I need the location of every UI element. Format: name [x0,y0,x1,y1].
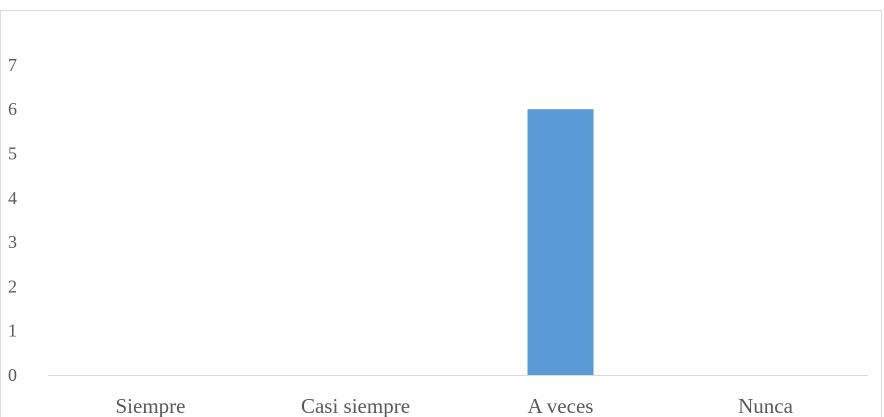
y-tick-label: 1 [8,321,17,341]
y-tick-label: 3 [8,232,17,252]
y-tick-label: 7 [8,55,17,75]
x-category-label: Siempre [116,394,186,417]
bars-group [527,109,594,375]
y-tick-label: 4 [8,188,17,208]
y-tick-label: 0 [8,365,17,385]
y-tick-label: 5 [8,144,17,164]
x-axis-labels: Siempre Casi siempre A veces Nunca [116,394,794,417]
x-category-label: Nunca [738,394,793,417]
chart-border [0,10,882,417]
y-tick-label: 2 [8,276,17,296]
x-category-label: A veces [528,394,594,417]
y-tick-label: 6 [8,99,17,119]
x-category-label: Casi siempre [301,394,410,417]
bar-a-veces [527,109,594,375]
y-axis-ticks: 0 1 2 3 4 5 6 7 [8,55,17,385]
